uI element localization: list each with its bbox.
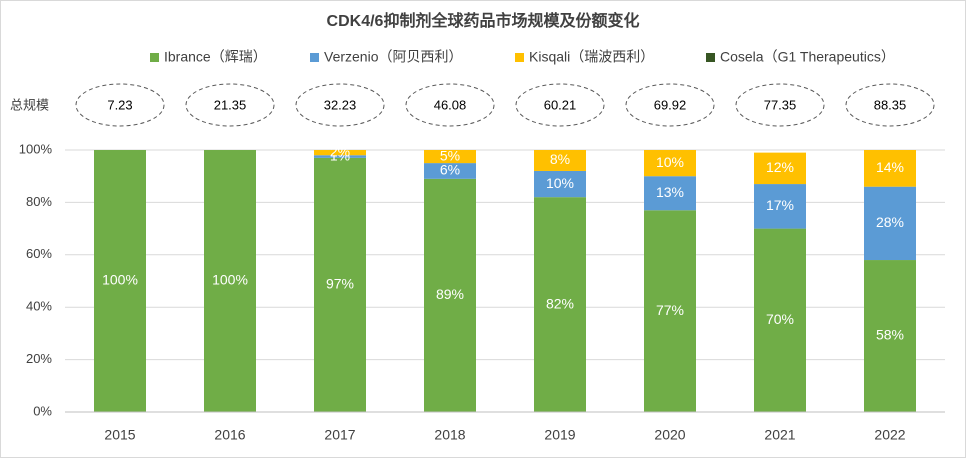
data-label: 58% — [876, 327, 904, 343]
data-label: 6% — [440, 162, 460, 178]
total-ellipse — [845, 83, 935, 127]
data-label: 82% — [546, 295, 574, 311]
data-label: 5% — [440, 147, 460, 163]
total-ellipse — [185, 83, 275, 127]
x-tick-label: 2022 — [874, 427, 905, 443]
chart-title: CDK4/6抑制剂全球药品市场规模及份额变化 — [327, 11, 640, 30]
x-tick-label: 2021 — [764, 427, 795, 443]
bar-segment — [864, 150, 916, 187]
data-label: 8% — [550, 151, 570, 167]
x-tick-label: 2015 — [104, 427, 135, 443]
legend-label: Ibrance（辉瑞） — [164, 49, 267, 65]
legend-swatch — [310, 53, 319, 62]
bar-segment — [864, 186, 916, 261]
data-label: 100% — [102, 272, 138, 288]
data-label: 14% — [876, 159, 904, 175]
legend-swatch — [706, 53, 715, 62]
bar-segment — [314, 150, 366, 156]
data-label: 12% — [766, 159, 794, 175]
data-label: 17% — [766, 197, 794, 213]
legend-label: Cosela（G1 Therapeutics） — [720, 49, 895, 65]
bar-segment — [644, 150, 696, 177]
data-label: 13% — [656, 184, 684, 200]
bar-segment — [424, 163, 476, 179]
legend-swatch — [150, 53, 159, 62]
y-tick-label: 40% — [26, 299, 52, 314]
total-ellipse — [515, 83, 605, 127]
data-label: 2% — [330, 143, 350, 159]
total-ellipse — [75, 83, 165, 127]
totals-label: 总规模 — [10, 97, 49, 112]
total-value: 21.35 — [214, 97, 247, 112]
bar-segment — [754, 228, 806, 412]
x-tick-label: 2020 — [654, 427, 685, 443]
y-tick-label: 100% — [19, 141, 53, 156]
legend-swatch — [515, 53, 524, 62]
bar-segment — [314, 157, 366, 412]
total-ellipse — [735, 83, 825, 127]
bar-segment — [534, 197, 586, 412]
bar-segment — [754, 152, 806, 185]
bar-segment — [534, 150, 586, 171]
x-tick-label: 2016 — [214, 427, 245, 443]
legend-label: Kisqali（瑞波西利） — [529, 49, 654, 65]
total-value: 7.23 — [107, 97, 132, 112]
bar-segment — [94, 150, 146, 412]
data-label: 97% — [326, 276, 354, 292]
data-label: 77% — [656, 302, 684, 318]
y-tick-label: 60% — [26, 246, 52, 261]
bar-segment — [754, 184, 806, 229]
total-value: 60.21 — [544, 97, 577, 112]
bar-segment — [424, 150, 476, 164]
bar-segment — [204, 150, 256, 412]
bar-segment — [644, 176, 696, 211]
total-value: 77.35 — [764, 97, 797, 112]
x-tick-label: 2017 — [324, 427, 355, 443]
data-label: 89% — [436, 286, 464, 302]
x-tick-label: 2019 — [544, 427, 575, 443]
total-ellipse — [625, 83, 715, 127]
data-label: 10% — [656, 154, 684, 170]
y-tick-label: 80% — [26, 194, 52, 209]
total-value: 69.92 — [654, 97, 687, 112]
data-label: 70% — [766, 311, 794, 327]
y-tick-label: 0% — [33, 403, 52, 418]
x-tick-label: 2018 — [434, 427, 465, 443]
bar-segment — [644, 210, 696, 412]
total-value: 88.35 — [874, 97, 907, 112]
legend-label: Verzenio（阿贝西利） — [324, 49, 462, 65]
data-label: 10% — [546, 175, 574, 191]
data-label: 28% — [876, 214, 904, 230]
bar-segment — [864, 260, 916, 412]
bar-segment — [424, 178, 476, 412]
total-value: 32.23 — [324, 97, 357, 112]
total-ellipse — [405, 83, 495, 127]
data-label: 100% — [212, 272, 248, 288]
total-ellipse — [295, 83, 385, 127]
y-tick-label: 20% — [26, 351, 52, 366]
total-value: 46.08 — [434, 97, 467, 112]
bar-segment — [534, 170, 586, 198]
bar-segment — [314, 155, 366, 158]
